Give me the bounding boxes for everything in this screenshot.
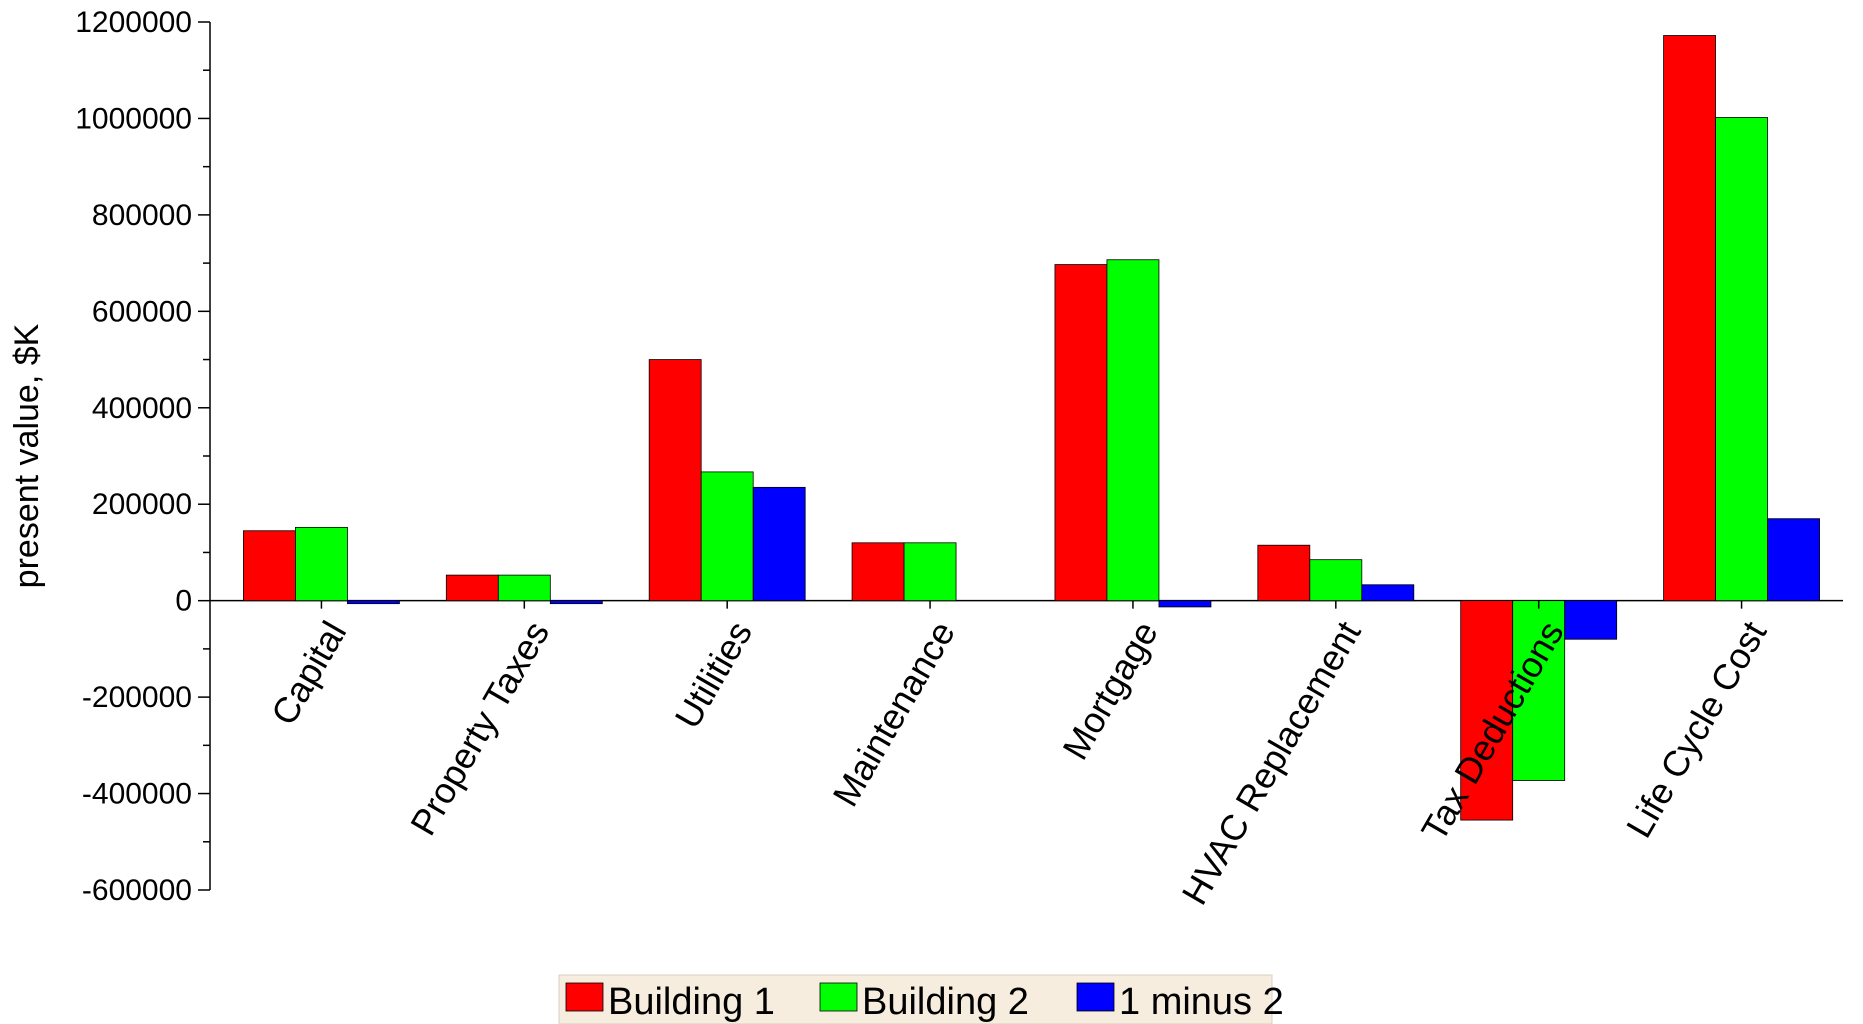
y-tick-label: 1200000 <box>75 6 192 39</box>
y-tick-label: -200000 <box>82 681 192 714</box>
category-label: Capital <box>263 614 355 732</box>
bar <box>1158 600 1212 608</box>
bar <box>1767 518 1820 602</box>
bar <box>1309 559 1363 602</box>
bar <box>497 574 551 602</box>
bar <box>1564 600 1618 640</box>
bar <box>1715 117 1768 602</box>
category-label: Property Taxes <box>402 614 557 842</box>
y-tick-label: 800000 <box>92 199 192 232</box>
y-tick-label: -400000 <box>82 778 192 811</box>
bar <box>752 486 806 602</box>
legend-label: 1 minus 2 <box>1119 981 1284 1023</box>
bar <box>1460 600 1514 821</box>
category-label: Maintenance <box>824 614 963 813</box>
bar <box>1054 264 1108 602</box>
legend-background <box>558 974 1273 1024</box>
y-tick-label: 200000 <box>92 488 192 521</box>
bar <box>851 542 905 602</box>
bar <box>1512 600 1566 781</box>
bar <box>700 471 754 602</box>
y-tick-label: -600000 <box>82 874 192 907</box>
y-tick-label: 400000 <box>92 392 192 425</box>
category-label: Mortgage <box>1054 614 1166 766</box>
y-tick-label: 1000000 <box>75 102 192 135</box>
legend-swatch <box>819 982 858 1012</box>
bar <box>1361 584 1415 602</box>
legend: Building 1 Building 2 1 minus 2 <box>558 974 1284 1024</box>
y-tick-label: 600000 <box>92 295 192 328</box>
legend-swatch <box>565 982 604 1012</box>
bar <box>347 600 400 605</box>
y-tick-label: 0 <box>175 585 192 618</box>
bars <box>243 35 1820 821</box>
category-label: HVAC Replacement <box>1173 614 1368 911</box>
y-ticks: 1200000 1000000 800000 600000 400000 200000 0 -… <box>75 6 210 907</box>
bar <box>1257 544 1311 602</box>
y-axis-title: present value, $K <box>8 323 46 588</box>
legend-label: Building 1 <box>608 981 775 1023</box>
bar <box>1106 259 1160 602</box>
bar <box>549 600 603 605</box>
category-label: Life Cycle Cost <box>1618 614 1775 844</box>
bar <box>295 526 348 602</box>
bar <box>1663 35 1716 602</box>
bar <box>903 542 957 602</box>
legend-swatch <box>1076 982 1115 1012</box>
bar <box>243 530 296 602</box>
category-label: Utilities <box>667 614 761 735</box>
bar <box>445 574 499 602</box>
bar <box>648 359 702 602</box>
legend-label: Building 2 <box>862 981 1029 1023</box>
